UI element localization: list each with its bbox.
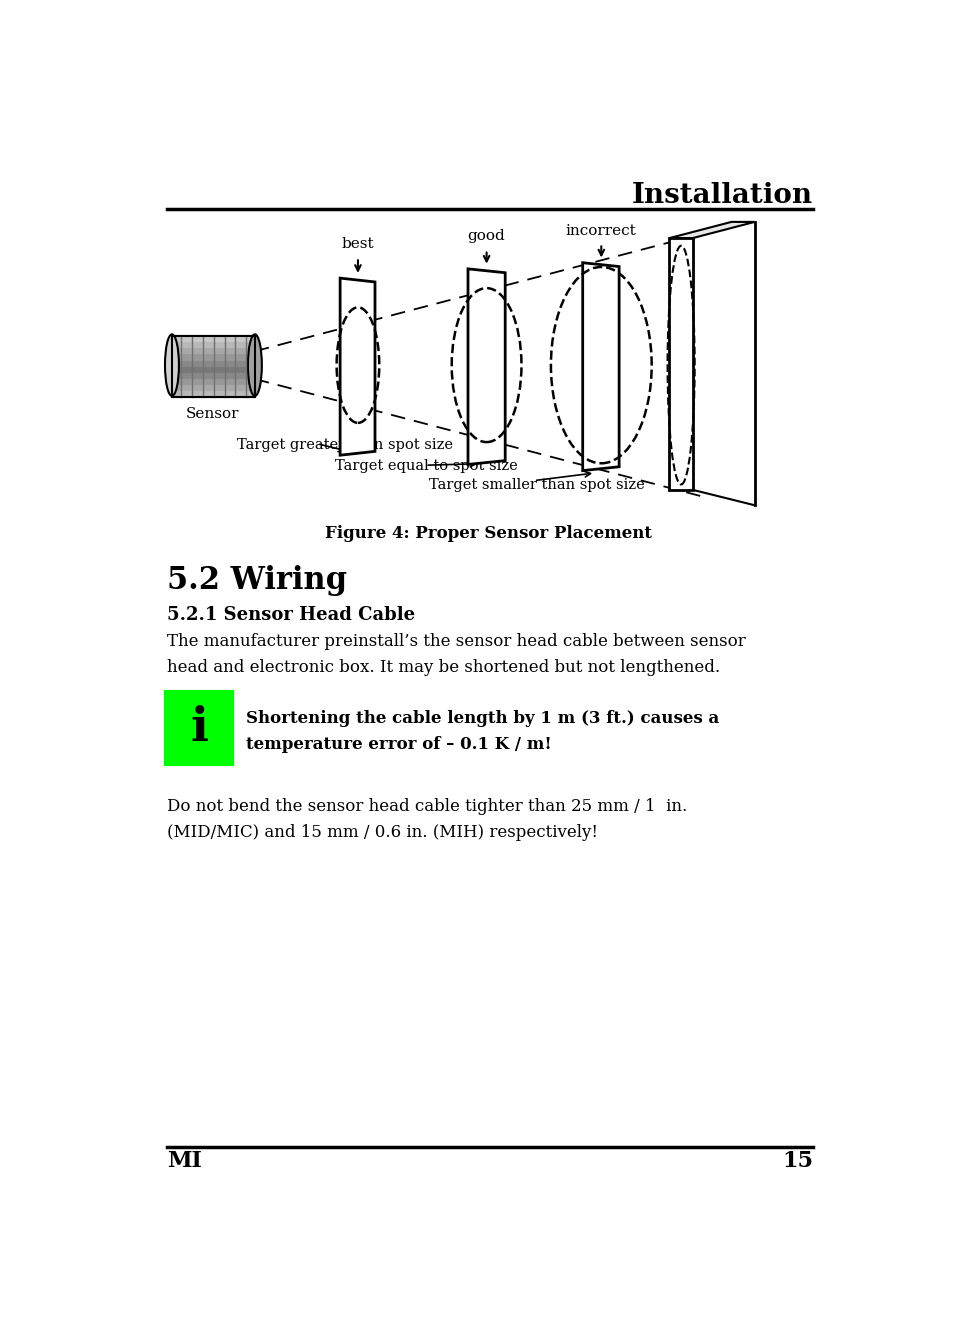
Polygon shape [669,222,754,238]
Polygon shape [172,392,254,397]
Ellipse shape [165,335,179,396]
Polygon shape [669,238,692,490]
Text: best: best [341,237,374,251]
Text: MI: MI [167,1150,202,1172]
Text: good: good [467,229,505,243]
Polygon shape [172,348,254,355]
Text: Installation: Installation [631,183,812,209]
Polygon shape [340,278,375,455]
Text: incorrect: incorrect [565,224,636,238]
Text: 5.2 Wiring: 5.2 Wiring [167,565,347,597]
Text: i: i [190,705,208,750]
FancyBboxPatch shape [166,692,233,763]
Ellipse shape [248,335,261,396]
Text: Shortening the cable length by 1 m (3 ft.) causes a: Shortening the cable length by 1 m (3 ft… [246,710,719,728]
Polygon shape [172,336,254,397]
Polygon shape [172,336,254,343]
Text: Sensor: Sensor [185,406,239,421]
Text: Target greater than spot size: Target greater than spot size [236,438,453,451]
Polygon shape [172,366,254,373]
Text: Figure 4: Proper Sensor Placement: Figure 4: Proper Sensor Placement [325,525,652,542]
Text: 15: 15 [781,1150,812,1172]
Polygon shape [468,269,505,464]
Polygon shape [582,263,618,471]
Text: temperature error of – 0.1 K / m!: temperature error of – 0.1 K / m! [246,737,552,753]
Polygon shape [172,385,254,392]
Text: The manufacturer preinstall’s the sensor head cable between sensor
head and elec: The manufacturer preinstall’s the sensor… [167,634,745,676]
Polygon shape [172,343,254,348]
Text: Target equal to spot size: Target equal to spot size [335,459,517,474]
Polygon shape [172,373,254,378]
Polygon shape [172,355,254,360]
Text: 5.2.1 Sensor Head Cable: 5.2.1 Sensor Head Cable [167,606,415,624]
Text: Do not bend the sensor head cable tighter than 25 mm / 1  in.
(MID/MIC) and 15 m: Do not bend the sensor head cable tighte… [167,798,687,841]
Polygon shape [172,378,254,385]
Polygon shape [172,360,254,366]
Text: Target smaller than spot size: Target smaller than spot size [429,479,644,492]
